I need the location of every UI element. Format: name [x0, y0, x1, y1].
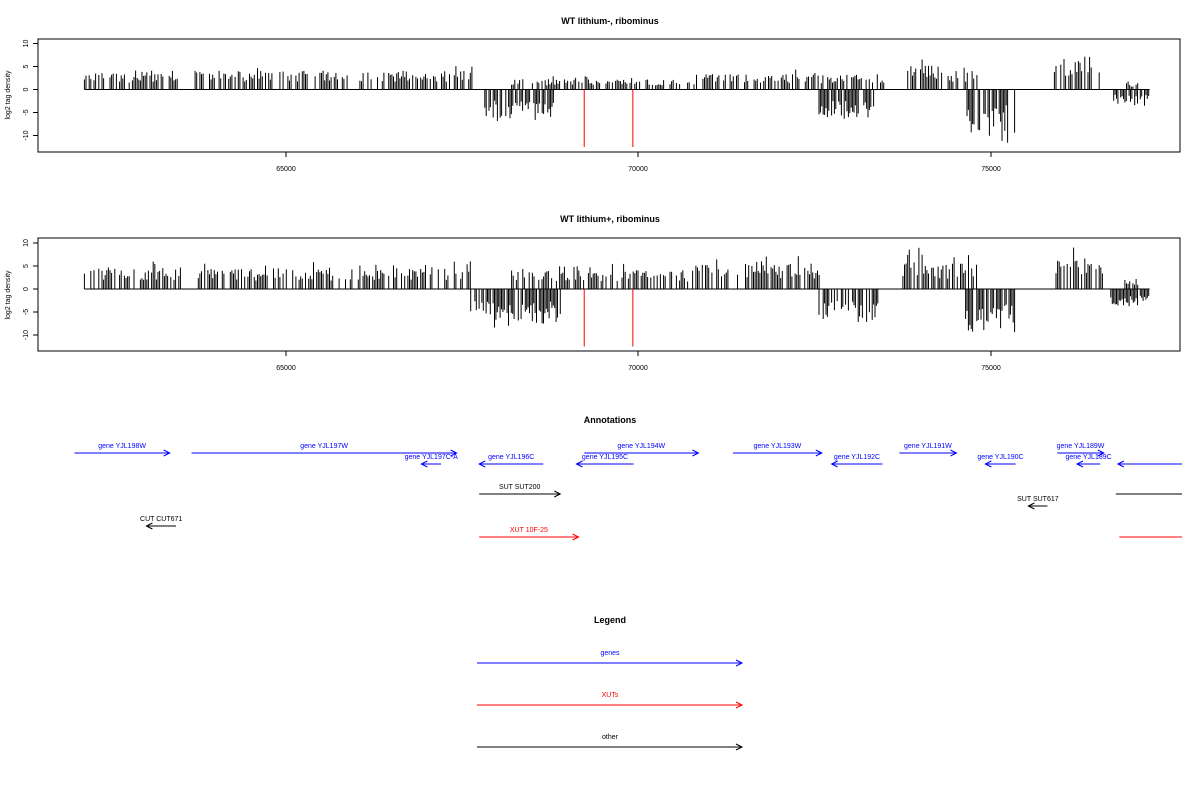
x-ticks: 65000 70000 75000	[276, 152, 1001, 173]
feature-label: XUT 10F-25	[510, 527, 548, 534]
y-tick-label: -10	[23, 330, 30, 340]
legend-panel: Legend genes XUTs other	[477, 615, 744, 751]
y-axis-label: log2 tag density	[5, 270, 12, 320]
feature-arrowhead	[450, 449, 458, 457]
feature-arrowhead	[554, 490, 562, 498]
feature-label: gene YJL193W	[754, 443, 802, 450]
feature-arrowhead	[478, 460, 486, 468]
feature-arrowhead	[950, 449, 958, 457]
x-tick-label: 75000	[981, 166, 1001, 173]
y-ticks: 10 5 0 -5 -10	[23, 40, 38, 141]
annotations-panel: Annotations gene YJL198W gene YJL197Wgene…	[74, 415, 1182, 541]
y-tick-label: 5	[23, 64, 30, 68]
panel-title: WT lithium-, ribominus	[561, 16, 659, 26]
y-axis-label: log2 tag density	[5, 70, 12, 120]
feature-label: gene YJL198W	[98, 443, 146, 450]
track-panel-lithium-minus: WT lithium-, ribominus log2 tag density …	[5, 16, 1181, 173]
feature-label: gene YJL195C	[582, 454, 628, 461]
feature-label: gene YJL196C	[488, 454, 534, 461]
y-tick-label: -10	[23, 130, 30, 140]
y-tick-label: 10	[23, 239, 30, 247]
x-tick-label: 65000	[276, 365, 296, 372]
feature-arrowhead	[692, 449, 700, 457]
feature-arrowhead	[815, 449, 823, 457]
annotations-title: Annotations	[584, 415, 637, 425]
y-tick-label: -5	[23, 109, 30, 115]
feature-label: gene YJL189C	[1066, 454, 1112, 461]
feature-label: gene YJL197W	[300, 443, 348, 450]
x-tick-label: 75000	[981, 365, 1001, 372]
feature-arrowhead	[1027, 502, 1035, 510]
feature-label: SUT SUT200	[499, 484, 541, 491]
legend-label: genes	[600, 650, 620, 657]
y-tick-label: 0	[23, 287, 30, 291]
legend-label: XUTs	[602, 692, 619, 699]
plot-frame	[37, 237, 1181, 352]
x-tick-label: 70000	[628, 166, 648, 173]
y-tick-label: -5	[23, 309, 30, 315]
plot-frame	[37, 38, 1181, 153]
legend-arrowhead	[735, 659, 744, 667]
x-ticks: 65000 70000 75000	[276, 351, 1001, 372]
feature-arrowhead	[145, 522, 153, 530]
feature-arrowhead	[163, 449, 171, 457]
x-tick-label: 70000	[628, 365, 648, 372]
feature-arrowhead	[1075, 460, 1084, 468]
legend-label: other	[602, 734, 619, 741]
legend-items: genes XUTs other	[477, 650, 744, 751]
feature-label: CUT CUT671	[140, 516, 182, 523]
y-ticks: 10 5 0 -5 -10	[23, 239, 38, 340]
legend-arrowhead	[735, 701, 744, 709]
feature-label: gene YJL191W	[904, 443, 952, 450]
feature-arrowhead	[420, 460, 428, 468]
coverage-bars	[83, 56, 1150, 147]
feature-label: gene YJL197C-A	[405, 454, 459, 461]
feature-arrowhead	[1116, 460, 1125, 468]
y-tick-label: 5	[23, 264, 30, 268]
track-panel-lithium-plus: WT lithium+, ribominus log2 tag density …	[5, 214, 1181, 372]
annotation-features: gene YJL198W gene YJL197W gene YJL197C-A ge…	[74, 443, 1182, 541]
feature-label: gene YJL189W	[1057, 443, 1105, 450]
feature-label: SUT SUT617	[1017, 496, 1059, 503]
y-tick-label: 0	[23, 87, 30, 91]
feature-label: gene YJL194W	[617, 443, 665, 450]
feature-label: gene YJL192C	[834, 454, 880, 461]
feature-arrowhead	[575, 460, 583, 468]
coverage-bars	[83, 247, 1150, 347]
feature-label: gene YJL190C	[977, 454, 1023, 461]
feature-arrowhead	[1097, 449, 1105, 457]
y-tick-label: 10	[23, 40, 30, 48]
feature-arrowhead	[830, 460, 838, 468]
feature-arrowhead	[984, 460, 992, 468]
legend-title: Legend	[594, 615, 626, 625]
x-tick-label: 65000	[276, 166, 296, 173]
legend-arrowhead	[735, 743, 744, 751]
panel-title: WT lithium+, ribominus	[560, 214, 660, 224]
feature-arrowhead	[572, 533, 580, 541]
